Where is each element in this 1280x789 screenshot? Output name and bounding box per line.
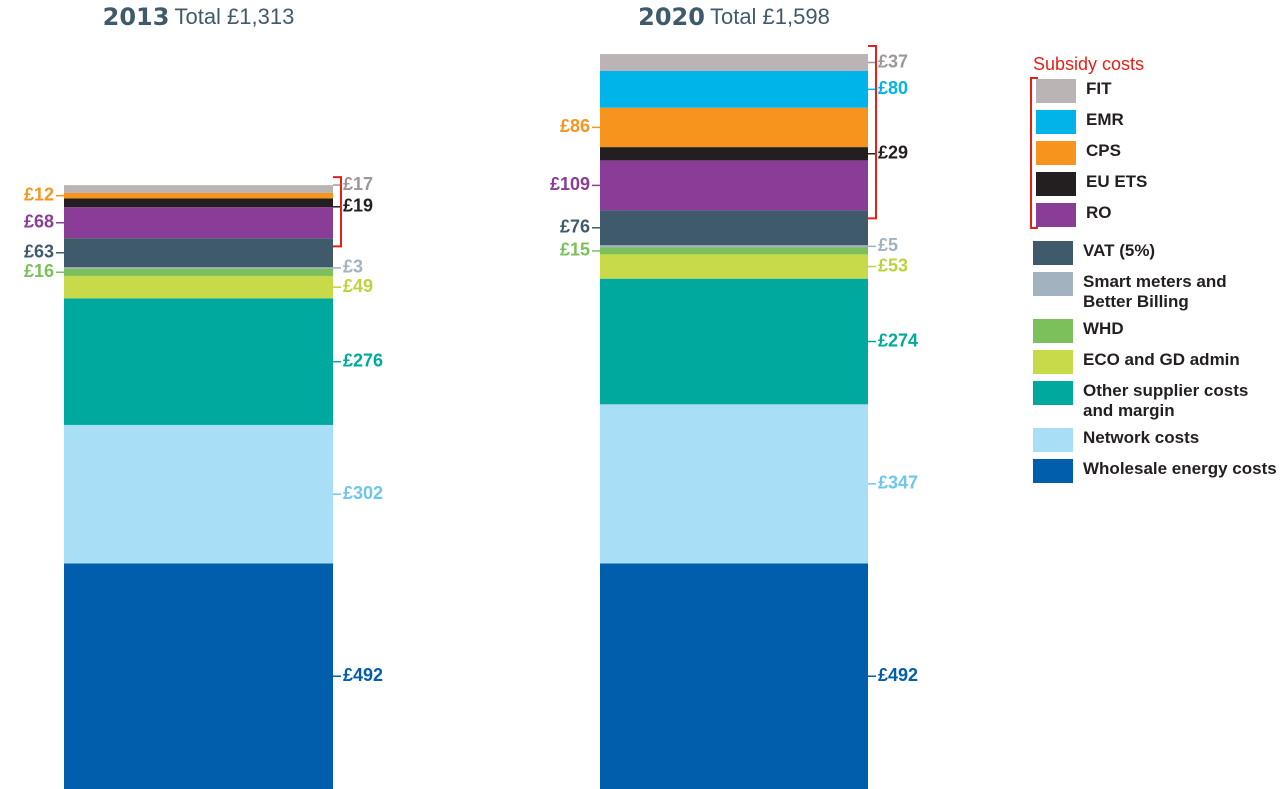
legend-item: Other supplier costs and margin: [1033, 381, 1278, 421]
bar-total: Total £1,313: [174, 4, 294, 29]
bar-year: 2013: [103, 3, 170, 31]
legend-swatch: [1036, 110, 1076, 134]
value-label: £492: [343, 665, 383, 685]
legend-item: VAT (5%): [1033, 241, 1278, 265]
bar-segment: [64, 424, 333, 564]
legend-label: ECO and GD admin: [1083, 350, 1240, 369]
bar-segment: [64, 267, 333, 269]
value-label: £29: [878, 142, 908, 162]
value-label: £80: [878, 78, 908, 98]
bar-segment: [600, 404, 868, 564]
value-label: £5: [878, 235, 898, 255]
legend-label: VAT (5%): [1083, 241, 1156, 260]
legend-item: EU ETS: [1036, 172, 1278, 196]
bar-segment: [600, 54, 868, 71]
legend-label: EMR: [1086, 110, 1124, 129]
bar-segment: [600, 210, 868, 246]
legend: Subsidy costs FIT EMR CPS EU ETS RO VAT (5%) S…: [1030, 54, 1278, 490]
value-label: £53: [878, 255, 908, 275]
value-label: £492: [878, 665, 918, 685]
legend-label: CPS: [1086, 141, 1121, 160]
bar-segment: [64, 192, 333, 199]
value-label: £16: [24, 261, 54, 281]
bar-segment: [600, 247, 868, 255]
legend-swatch: [1036, 141, 1076, 165]
legend-label: WHD: [1083, 319, 1124, 338]
bar-total: Total £1,598: [710, 4, 830, 29]
value-label: £276: [343, 350, 383, 370]
legend-label: RO: [1086, 203, 1112, 222]
legend-label: Network costs: [1083, 428, 1200, 447]
legend-swatch: [1033, 428, 1073, 452]
bar-title: 2013 Total £1,313: [103, 3, 295, 31]
value-label: £15: [560, 240, 590, 260]
subsidy-bracket: [333, 176, 342, 248]
legend-label: FIT: [1086, 79, 1112, 98]
legend-swatch: [1033, 241, 1073, 265]
bar-segment: [600, 70, 868, 108]
bar-segment: [600, 107, 868, 148]
subsidy-bracket: [868, 45, 877, 220]
chart: 2013 Total £1,313 £492 £302 £276 £49 £16 £3 £63…: [24, 3, 918, 789]
value-label: £3: [343, 257, 363, 277]
legend-group-title: Subsidy costs: [1033, 54, 1145, 74]
value-label: £19: [343, 196, 373, 216]
legend-swatch: [1033, 381, 1073, 405]
legend-item: Wholesale energy costs: [1033, 459, 1278, 483]
bar-segment: [600, 160, 868, 211]
bar-segment: [600, 278, 868, 405]
bar-segment: [64, 207, 333, 239]
legend-swatch: [1033, 319, 1073, 343]
value-label: £17: [343, 174, 373, 194]
legend-item: WHD: [1033, 319, 1278, 343]
legend-swatch: [1036, 203, 1076, 227]
value-label: £37: [878, 51, 908, 71]
legend-label: Smart meters and Better Billing: [1083, 272, 1227, 311]
legend-item: EMR: [1036, 110, 1278, 134]
value-label: £63: [24, 242, 54, 262]
bar-year: 2020: [638, 3, 705, 31]
bar-segment: [600, 147, 868, 161]
legend-item: ECO and GD admin: [1033, 350, 1278, 374]
bar-segment: [64, 185, 333, 193]
bar-segment: [600, 563, 868, 789]
legend-swatch: [1036, 79, 1076, 103]
legend-swatch: [1033, 459, 1073, 483]
bar-segment: [64, 198, 333, 208]
legend-swatch: [1033, 350, 1073, 374]
value-label: £12: [24, 184, 54, 204]
value-label: £109: [550, 174, 590, 194]
legend-label: Wholesale energy costs: [1083, 459, 1277, 478]
bar-segment: [600, 254, 868, 279]
value-label: £86: [560, 116, 590, 136]
value-label: £49: [343, 276, 373, 296]
bar-title: 2020 Total £1,598: [638, 3, 830, 31]
bar-segment: [64, 298, 333, 425]
legend-label: EU ETS: [1086, 172, 1148, 191]
legend-item: Network costs: [1033, 428, 1278, 452]
legend-item: CPS: [1036, 141, 1278, 165]
legend-item: FIT: [1036, 79, 1278, 103]
value-label: £68: [24, 212, 54, 232]
legend-swatch: [1036, 172, 1076, 196]
bar-segment: [64, 563, 333, 789]
legend-item: RO: [1036, 203, 1278, 227]
bar-segment: [600, 245, 868, 248]
bar-segment: [64, 238, 333, 268]
legend-swatch: [1033, 272, 1073, 296]
value-label: £347: [878, 473, 918, 493]
legend-item: Smart meters and Better Billing: [1033, 272, 1278, 312]
value-label: £302: [343, 483, 383, 503]
legend-group: FIT EMR CPS EU ETS RO: [1030, 77, 1278, 229]
value-label: £274: [878, 330, 918, 350]
legend-label: Other supplier costs and margin: [1083, 381, 1249, 420]
value-label: £76: [560, 217, 590, 237]
bar-segment: [64, 275, 333, 299]
bar-segment: [64, 268, 333, 276]
